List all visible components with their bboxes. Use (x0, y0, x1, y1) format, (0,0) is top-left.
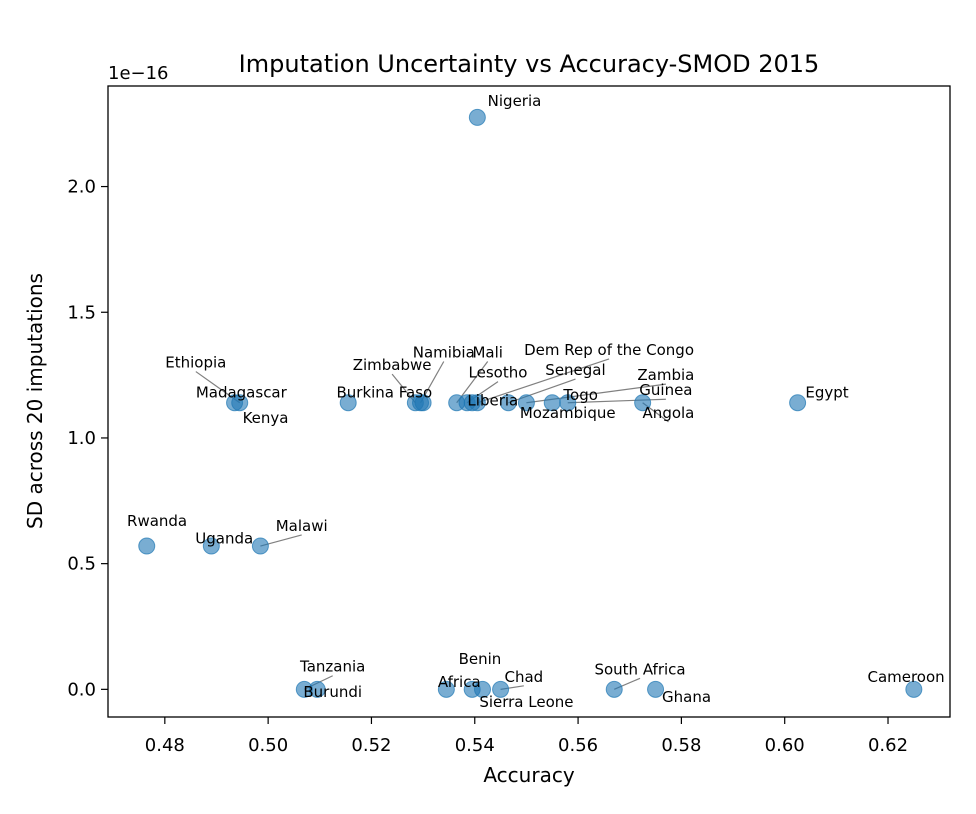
x-axis: 0.48 0.50 0.52 0.54 0.56 0.58 0.60 0.62 (145, 717, 908, 756)
data-point (492, 680, 510, 698)
data-point (517, 394, 535, 412)
annotation-leader-line (477, 358, 610, 404)
data-point (789, 394, 807, 412)
y-axis-label: SD across 20 imputations (23, 273, 47, 529)
point-label: Sierra Leone (479, 693, 573, 711)
y-tick-label: 0.5 (67, 554, 96, 575)
x-tick-label: 0.48 (145, 735, 185, 756)
data-point (202, 537, 220, 555)
point-label: Egypt (805, 384, 848, 402)
point-label: Malawi (276, 517, 328, 535)
plot-area: 0.48 0.50 0.52 0.54 0.56 0.58 0.60 0.62 0.0 0.5 1… (67, 85, 951, 756)
point-label: Tanzania (299, 658, 365, 676)
data-point (905, 680, 923, 698)
data-point (308, 680, 326, 698)
data-point (138, 537, 156, 555)
y-axis: 0.0 0.5 1.0 1.5 2.0 (67, 177, 108, 700)
data-point (468, 394, 486, 412)
point-label: Kenya (243, 409, 289, 427)
y-tick-label: 1.5 (67, 302, 96, 323)
point-label: Guinea (639, 381, 692, 399)
point-label: Dem Rep of the Congo (524, 341, 694, 359)
point-label: Togo (562, 386, 598, 404)
data-points (138, 108, 923, 698)
y-tick-label: 1.0 (67, 428, 96, 449)
point-label: Burkina Faso (336, 384, 432, 402)
x-axis-label: Accuracy (483, 763, 574, 787)
point-label: South Africa (594, 660, 685, 678)
data-point (468, 108, 486, 126)
point-label: Cameroon (867, 668, 944, 686)
data-point (647, 680, 665, 698)
x-tick-label: 0.54 (455, 735, 495, 756)
data-point (474, 680, 492, 698)
data-point (339, 394, 357, 412)
data-point (251, 537, 269, 555)
point-label: Mali (472, 344, 502, 362)
point-label: Rwanda (127, 512, 187, 530)
x-tick-label: 0.56 (558, 735, 598, 756)
y-tick-label: 2.0 (67, 177, 96, 198)
x-tick-label: 0.60 (765, 735, 805, 756)
data-point (605, 680, 623, 698)
y-offset-label: 1e−16 (108, 63, 169, 84)
annotation-leader-line (456, 361, 489, 404)
data-point (437, 680, 455, 698)
point-label: Uganda (195, 530, 253, 548)
x-tick-label: 0.58 (661, 735, 701, 756)
point-label: Senegal (545, 361, 605, 379)
data-point (499, 394, 517, 412)
point-label: Nigeria (488, 92, 542, 110)
point-label: Benin (459, 650, 502, 668)
point-label: Ethiopia (165, 354, 226, 372)
point-label: Liberia (467, 391, 518, 409)
y-tick-label: 0.0 (67, 679, 96, 700)
x-tick-label: 0.50 (248, 735, 288, 756)
data-point (414, 394, 432, 412)
point-label: Zambia (637, 366, 694, 384)
data-point (559, 394, 577, 412)
data-point (231, 394, 249, 412)
point-label: Lesotho (469, 364, 528, 382)
point-label: Madagascar (196, 384, 288, 402)
data-point (634, 394, 652, 412)
plot-frame (107, 85, 951, 718)
point-label: Mozambique (520, 404, 616, 422)
point-label: Burundi (303, 683, 362, 701)
point-label: Angola (643, 404, 695, 422)
chart-title: Imputation Uncertainty vs Accuracy-SMOD … (239, 50, 820, 78)
point-labels: Nigeria Ethiopia Madagascar Kenya Burkina Fa… (127, 92, 945, 711)
point-label: Ghana (662, 688, 711, 706)
x-tick-label: 0.62 (868, 735, 908, 756)
x-tick-label: 0.52 (351, 735, 391, 756)
point-label: Africa (438, 673, 481, 691)
point-label: Zimbabwe (353, 356, 432, 374)
point-label: Namibia (413, 344, 475, 362)
point-label: Chad (504, 668, 543, 686)
